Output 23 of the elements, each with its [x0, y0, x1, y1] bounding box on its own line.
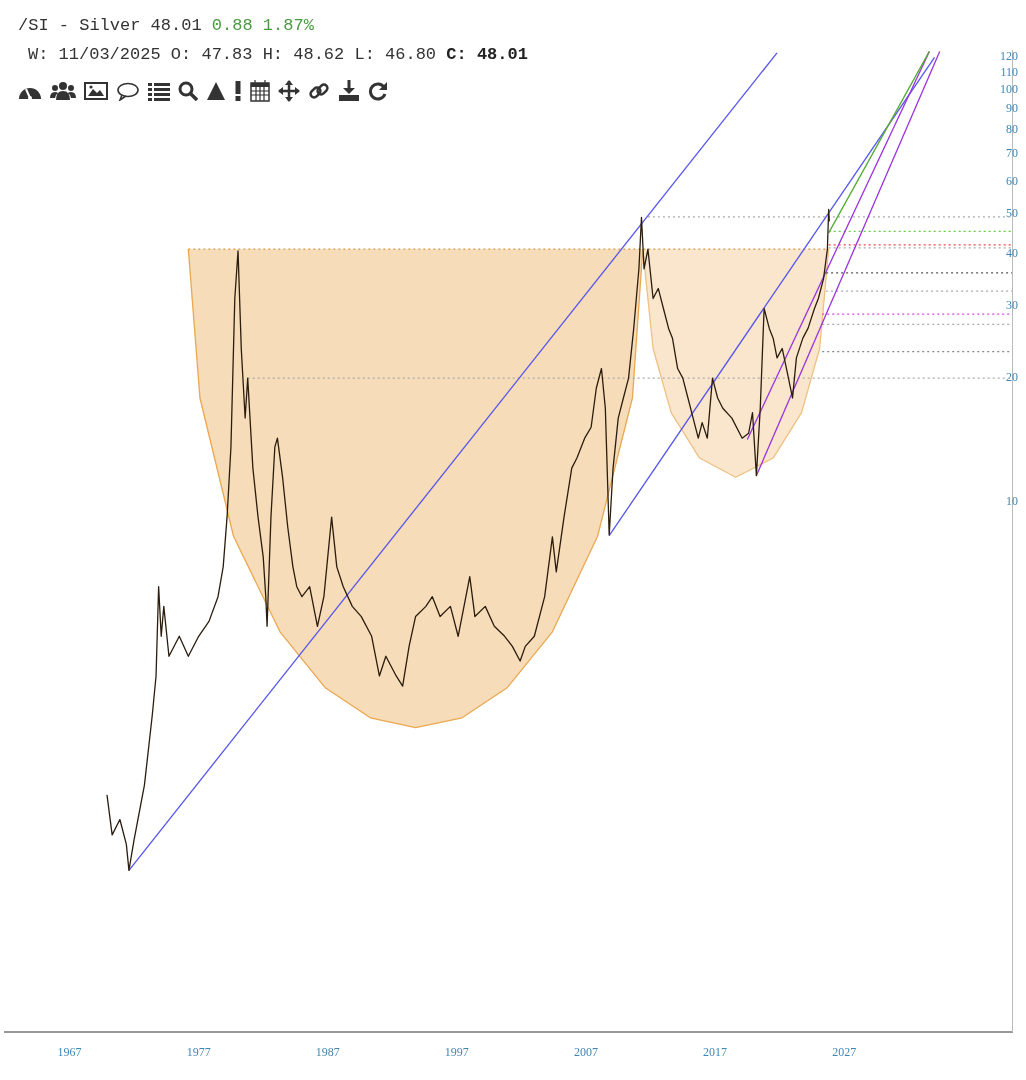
y-tick-label: 30	[1006, 297, 1018, 312]
y-tick-label: 50	[1006, 206, 1018, 221]
y-tick-label: 80	[1006, 122, 1018, 137]
x-tick-label: 2027	[832, 1044, 857, 1059]
y-tick-label: 110	[1000, 65, 1018, 80]
y-tick-label: 20	[1006, 370, 1018, 385]
y-tick-label: 10	[1006, 494, 1018, 509]
y-tick-label: 70	[1006, 145, 1018, 160]
x-tick-label: 2017	[703, 1044, 728, 1059]
x-tick-label: 1997	[444, 1044, 469, 1059]
x-tick-label: 1967	[57, 1044, 82, 1059]
y-tick-label: 120	[1000, 49, 1018, 64]
y-tick-label: 100	[1000, 82, 1018, 97]
chart-title: /SI - Silver 48.01	[18, 16, 202, 35]
annotation: C: 48.01	[446, 45, 528, 64]
chart-subtitle: W: 11/03/2025 O: 47.83 H: 48.62 L: 46.80	[28, 45, 437, 64]
x-tick-label: 2007	[573, 1044, 598, 1059]
x-tick-label: 1987	[315, 1044, 340, 1059]
text: 0.88 1.87%	[211, 16, 314, 35]
y-tick-label: 90	[1006, 100, 1018, 115]
x-tick-label: 1977	[186, 1044, 211, 1059]
y-tick-label: 40	[1006, 246, 1018, 261]
y-tick-label: 60	[1006, 173, 1018, 188]
